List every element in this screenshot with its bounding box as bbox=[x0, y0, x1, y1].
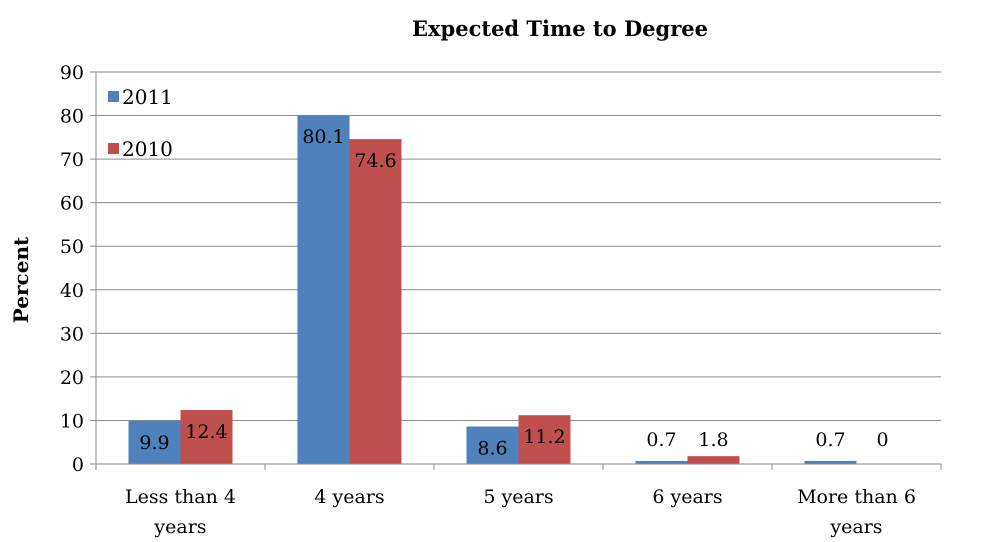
y-axis-label: Percent bbox=[9, 236, 33, 323]
data-label: 12.4 bbox=[185, 421, 227, 443]
gridlines bbox=[96, 71, 941, 421]
data-label: 0.7 bbox=[815, 429, 845, 451]
y-tick-label: 80 bbox=[60, 106, 84, 128]
y-tick-label: 70 bbox=[60, 149, 84, 171]
bar-2010 bbox=[687, 456, 740, 464]
bar-2010 bbox=[349, 139, 402, 464]
data-label: 8.6 bbox=[477, 438, 507, 460]
bar-2011 bbox=[635, 460, 688, 464]
y-tick-label: 50 bbox=[60, 236, 84, 258]
legend-label: 2011 bbox=[122, 85, 173, 109]
x-category-label: 6 years bbox=[652, 486, 722, 508]
y-tick-label: 30 bbox=[60, 323, 84, 345]
data-label: 1.8 bbox=[698, 429, 728, 451]
bar-2010 bbox=[518, 415, 571, 464]
legend-label: 2010 bbox=[122, 137, 173, 161]
data-labels: 9.9 12.4 80.1 74.6 8.6 11.2 0.7 1.8 0.7 0 bbox=[139, 126, 888, 459]
legend-swatch bbox=[108, 143, 119, 154]
axes bbox=[95, 72, 942, 470]
bars bbox=[128, 115, 857, 465]
y-tick-label: 40 bbox=[60, 280, 84, 302]
y-tick-label: 10 bbox=[60, 410, 84, 432]
bar-2011 bbox=[128, 420, 181, 464]
y-tick-label: 60 bbox=[60, 193, 84, 215]
legend-swatch bbox=[108, 91, 119, 102]
chart-title: Expected Time to Degree bbox=[412, 16, 708, 41]
data-label: 80.1 bbox=[302, 126, 344, 148]
y-tick-label: 20 bbox=[60, 367, 84, 389]
bar-2011 bbox=[804, 460, 857, 464]
y-axis-ticks: 0 10 20 30 40 50 60 70 80 90 bbox=[60, 62, 96, 476]
data-label: 74.6 bbox=[354, 150, 396, 172]
data-label: 9.9 bbox=[139, 432, 169, 454]
bar-2010 bbox=[180, 409, 233, 464]
data-label: 11.2 bbox=[523, 426, 565, 448]
bar-2011 bbox=[297, 115, 350, 465]
legend: 2011 2010 bbox=[108, 85, 173, 161]
y-tick-label: 90 bbox=[60, 62, 84, 84]
data-label: 0 bbox=[876, 429, 888, 451]
x-category-label: 5 years bbox=[483, 486, 553, 508]
x-category-label: 4 years bbox=[314, 486, 384, 508]
data-label: 0.7 bbox=[646, 429, 676, 451]
x-axis-labels: Less than 4 years 4 years 5 years 6 years Mor… bbox=[125, 486, 916, 538]
bar-2011 bbox=[466, 426, 519, 464]
x-category-label: More than 6 years bbox=[797, 486, 916, 538]
x-category-label: Less than 4 years bbox=[125, 486, 236, 538]
y-tick-label: 0 bbox=[72, 454, 84, 476]
